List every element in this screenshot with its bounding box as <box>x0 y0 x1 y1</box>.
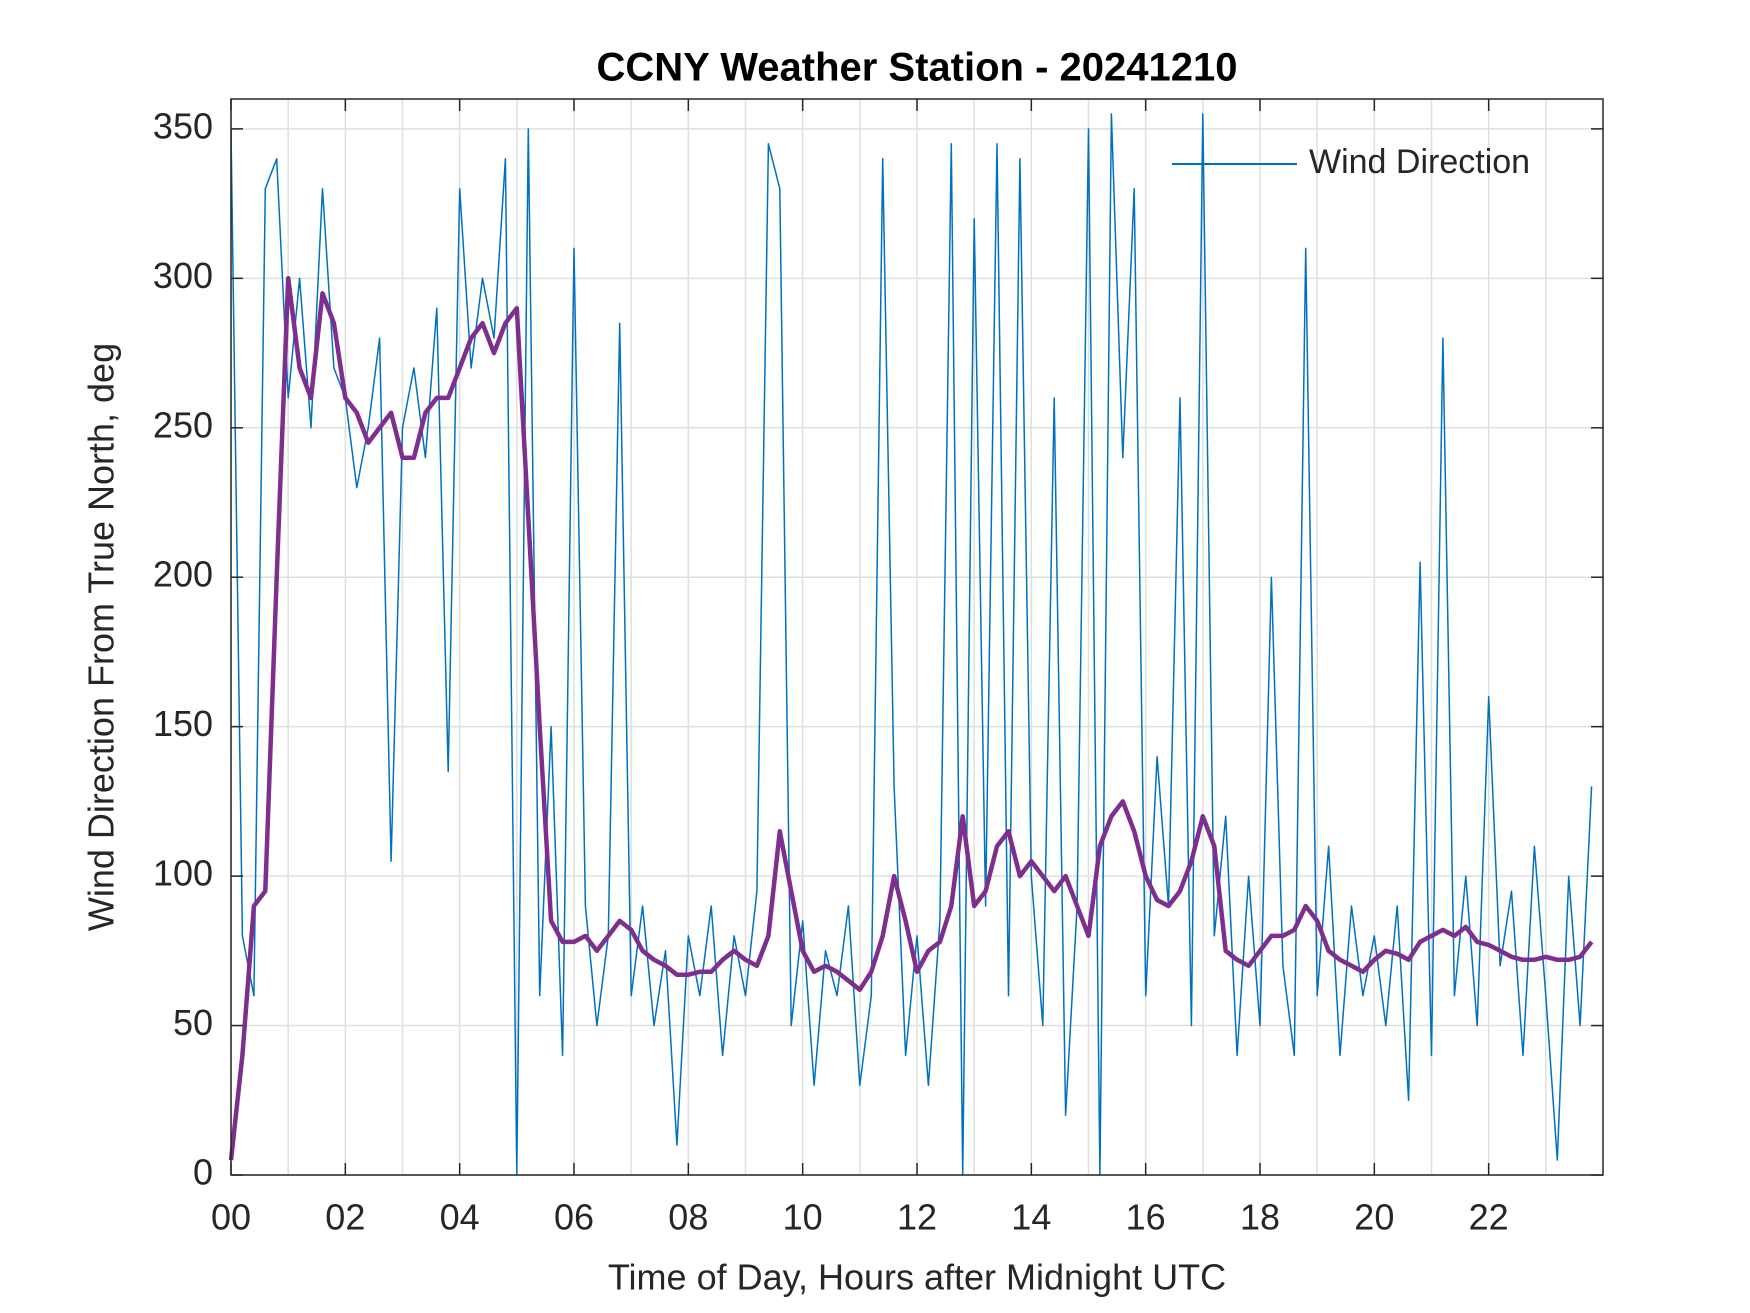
x-tick-label: 02 <box>325 1197 365 1238</box>
x-tick-label: 22 <box>1469 1197 1509 1238</box>
x-tick-label: 10 <box>783 1197 823 1238</box>
y-tick-label: 100 <box>153 853 213 894</box>
y-tick-label: 200 <box>153 554 213 595</box>
x-tick-label: 18 <box>1240 1197 1280 1238</box>
data-line <box>230 113 1593 1176</box>
y-tick-label: 150 <box>153 703 213 744</box>
x-tick-label: 08 <box>668 1197 708 1238</box>
x-tick-label: 16 <box>1126 1197 1166 1238</box>
x-tick-label: 20 <box>1354 1197 1394 1238</box>
x-tick-label: 12 <box>897 1197 937 1238</box>
x-tick-label: 00 <box>211 1197 251 1238</box>
x-tick-label: 04 <box>440 1197 480 1238</box>
legend-label: Wind Direction <box>1309 143 1530 181</box>
y-tick-label: 50 <box>173 1002 213 1043</box>
y-tick-label: 250 <box>153 404 213 445</box>
x-axis-label: Time of Day, Hours after Midnight UTC <box>608 1257 1226 1298</box>
x-tick-label: 06 <box>554 1197 594 1238</box>
chart-title: CCNY Weather Station - 20241210 <box>597 46 1238 90</box>
y-tick-label: 0 <box>193 1152 213 1193</box>
x-tick-label: 14 <box>1011 1197 1051 1238</box>
y-tick-label: 300 <box>153 255 213 296</box>
y-axis-label: Wind Direction From True North, deg <box>81 343 122 931</box>
y-tick-label: 350 <box>153 105 213 146</box>
data-line <box>228 276 1594 1161</box>
